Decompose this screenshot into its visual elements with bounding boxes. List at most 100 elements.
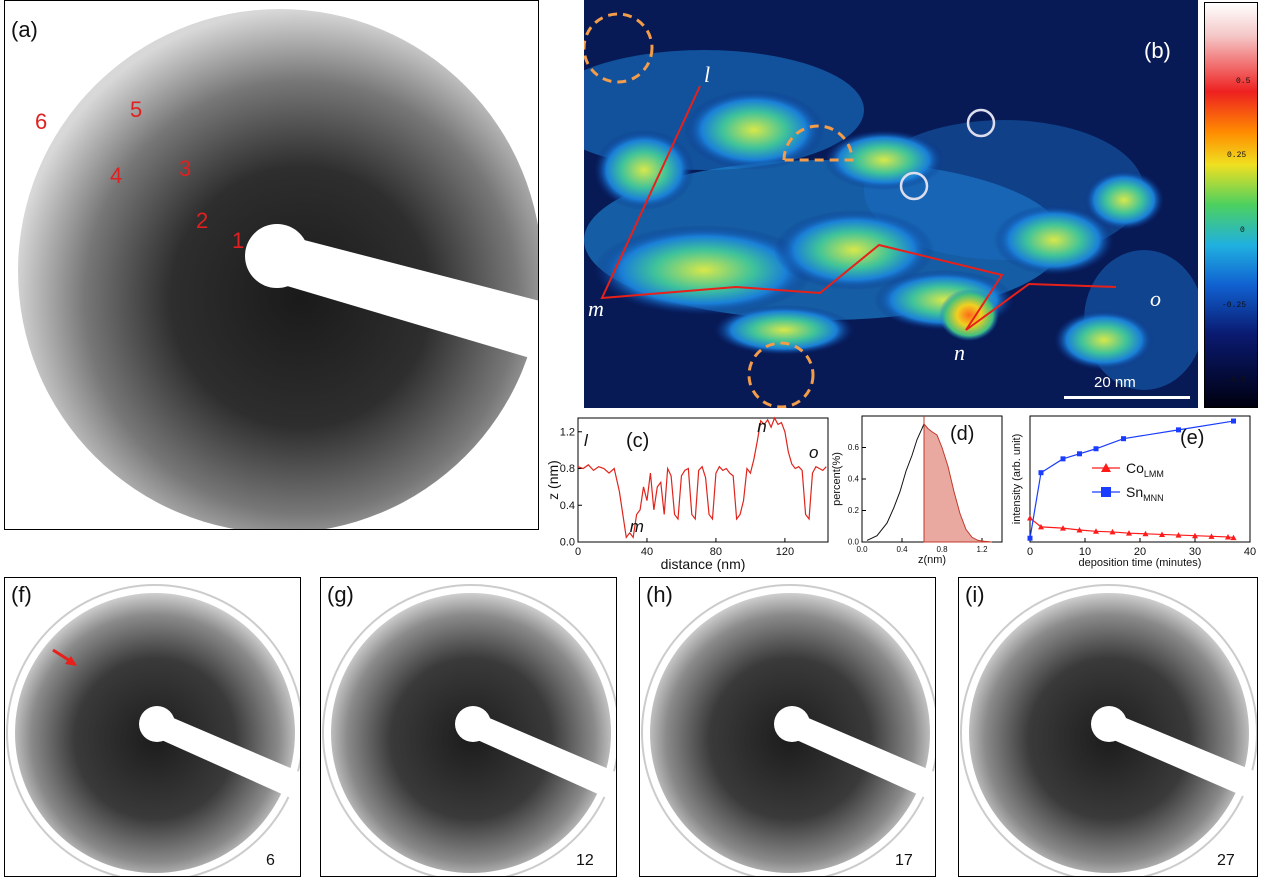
x-tick-label: 0.4 [896,545,908,554]
time-label-h: 17 [895,852,913,869]
leed-pattern-i [960,584,1257,876]
data-point-co [1142,530,1149,537]
time-label-f: 6 [266,852,275,869]
panel-i: (i) 27 [958,577,1258,877]
colorbar-tick-2: 0 [1240,226,1245,235]
x-tick-label: 0 [1027,546,1033,558]
data-point-co [1027,515,1033,521]
x-tick-label: 1.2 [976,545,988,554]
panel-label-d: (d) [950,423,974,445]
data-point-co [1159,531,1165,537]
point-label-o: o [1150,286,1161,311]
histogram-below-threshold [866,423,925,541]
leed-pattern-h [641,584,935,876]
data-point-co [1038,523,1044,530]
data-point-co [1060,525,1066,531]
data-point-sn [1027,535,1033,541]
x-tick-label: 120 [776,546,794,558]
panel-label-g: (g) [327,582,354,607]
x-axis-label: distance (nm) [661,556,746,572]
y-tick-label: 0.0 [560,537,575,549]
stm-image [584,0,1198,408]
y-tick-label: 0.6 [848,443,860,452]
y-tick-label: 0.2 [848,506,860,515]
colorbar-tick-1: 0.25 [1227,151,1247,160]
colorbar-tick-0: 0.5 [1236,77,1251,86]
x-axis-label: z(nm) [918,554,946,566]
series-line-co [1029,517,1234,539]
x-tick-label: 40 [1244,546,1256,558]
profile-label-o: o [809,443,818,462]
ring-label-3: 3 [179,156,192,181]
histogram-above-threshold [923,422,993,543]
data-point-sn [1231,418,1236,424]
data-point-co [1175,532,1182,538]
panel-g: (g) 12 [320,577,617,877]
panel-a: (a) 1 2 3 4 5 6 [4,0,539,530]
data-point-co [1230,534,1237,541]
plot-frame [577,417,829,543]
chart-c: 0 40 80 120 0.0 0.4 0.8 1.2 distance (nm) z (nm) l… [548,416,829,572]
chart-e: 0 10 20 30 40 deposition time (minutes) intens… [1011,415,1256,569]
profile-label-m: m [630,517,644,536]
x-tick-label: 0.0 [856,545,868,554]
data-point-co [1192,532,1198,539]
series-line-profile [577,416,827,539]
ring-label-6: 6 [35,109,48,134]
data-point-sn [1121,436,1126,442]
y-axis-label: percent(%) [831,452,843,506]
legend-marker-co [1101,463,1111,472]
y-tick-label: 0.4 [560,500,575,512]
gun-holder-shadow [277,233,538,361]
panel-label-f: (f) [11,582,32,607]
x-tick-label: 10 [1079,546,1091,558]
x-tick-label: 30 [1189,546,1201,558]
ring-label-1: 1 [232,228,245,253]
x-tick-label: 0.8 [936,545,948,554]
data-point-sn [1060,456,1066,462]
y-tick-label: 0.8 [560,463,575,475]
y-axis-label: z (nm) [548,460,561,500]
x-tick-label: 0 [575,546,581,558]
panel-label-c: (c) [626,430,649,452]
point-label-m: m [588,296,604,321]
data-point-co [1076,527,1083,533]
y-tick-label: 0.0 [848,538,860,547]
data-point-co [1225,533,1231,540]
data-point-co [1208,533,1215,539]
data-point-co [1093,528,1099,534]
legend-label-co: CoLMM [1126,460,1164,479]
y-tick-label: 1.2 [560,426,575,438]
profile-label-n: n [757,417,766,436]
x-tick-label: 40 [641,546,653,558]
data-point-sn [1093,446,1099,452]
x-axis-label: deposition time (minutes) [1079,557,1202,569]
panel-label-b: (b) [1144,38,1171,63]
profile-label-l: l [584,431,589,450]
panel-f: (f) 6 [4,577,301,877]
x-tick-label: 20 [1134,546,1146,558]
panel-label-e: (e) [1180,427,1204,449]
colorbar-tick-3: -0.25 [1222,301,1247,310]
data-point-sn [1077,451,1082,457]
y-tick-label: 0.4 [848,475,860,484]
panel-label-a: (a) [11,17,38,42]
ring-label-2: 2 [196,208,209,233]
panel-b: l m n o (b) 20 nm [584,0,1198,408]
colorbar [1204,2,1258,408]
x-tick-label: 80 [710,546,722,558]
scale-bar-label: 20 nm [1094,374,1136,391]
panel-label-i: (i) [965,582,985,607]
point-label-n: n [954,340,965,365]
ring-label-4: 4 [110,163,123,188]
leed-pattern-g [322,584,616,876]
panel-h: (h) 17 [639,577,936,877]
time-label-i: 27 [1217,852,1235,869]
data-point-co [1126,530,1132,536]
data-point-sn [1176,427,1181,433]
y-axis-label: intensity (arb. unit) [1011,434,1023,524]
point-label-l: l [704,62,711,87]
panel-label-h: (h) [646,582,673,607]
chart-d: 0.0 0.4 0.8 1.2 0.0 0.2 0.4 0.6 z(nm) percent(%) (… [831,415,1003,566]
leed-pattern-a [18,9,538,529]
